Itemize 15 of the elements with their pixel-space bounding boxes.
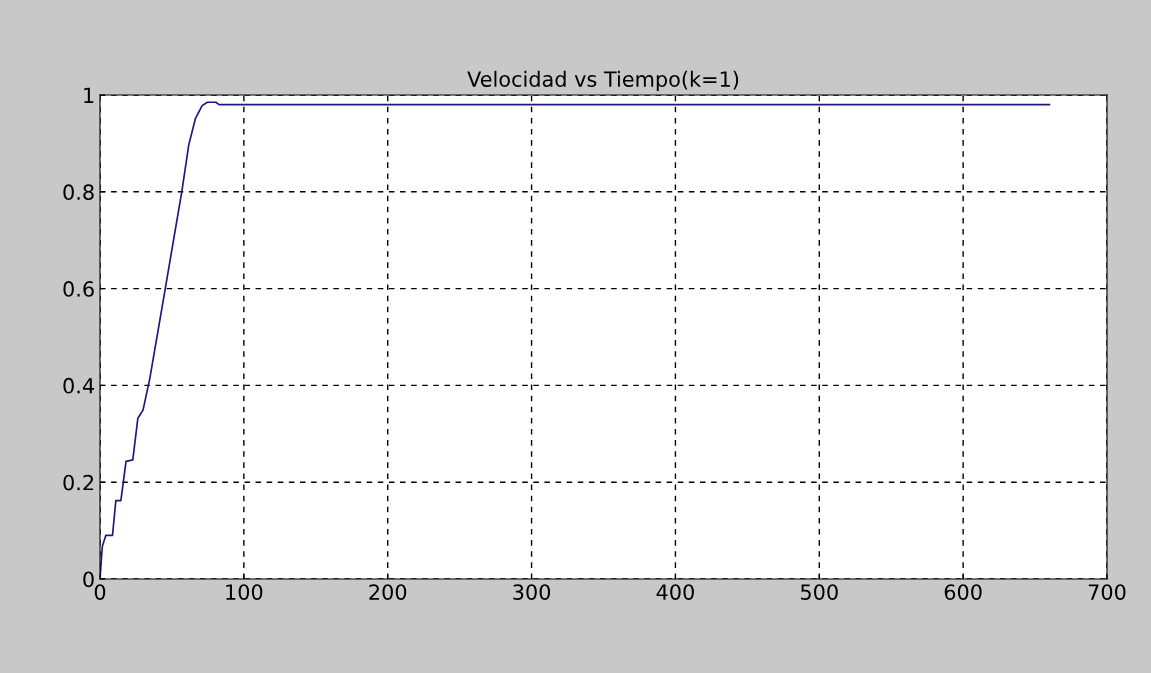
x-tick-label: 100 [226,584,263,600]
y-tick-label: 0.2 [63,474,94,491]
x-tick-label: 400 [656,584,694,600]
x-tick-label: 600 [944,584,982,600]
y-tick-label: 0 [83,571,94,588]
y-tick-label: 1 [84,87,94,103]
y-tick-label: 0.4 [63,377,94,394]
y-tick-label: 0.6 [63,281,94,297]
x-tick-label: 0 [94,584,106,600]
y-tick-label: 0.8 [63,184,94,201]
x-tick-label: 500 [801,584,838,600]
x-tick-label: 700 [1088,584,1126,600]
chart-title: Velocidad vs Tiempo(k=1) [467,70,739,91]
x-tick-label: 300 [513,584,551,600]
x-tick-label: 200 [369,584,407,600]
